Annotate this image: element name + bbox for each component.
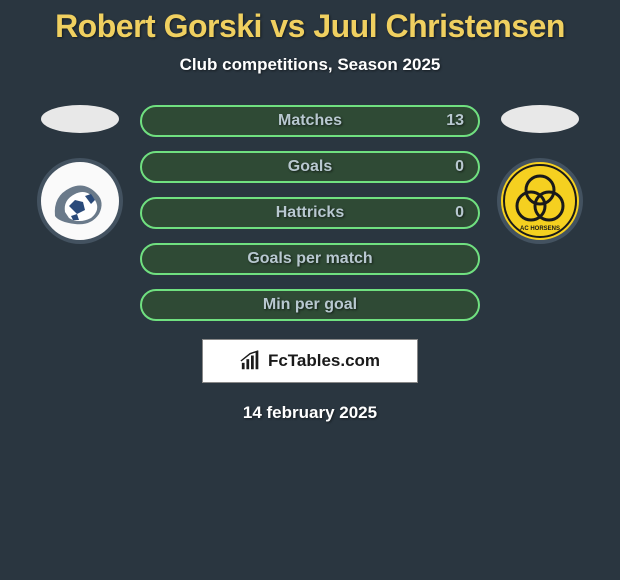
- player-right-name-bubble: [501, 105, 579, 133]
- svg-text:AC HORSENS: AC HORSENS: [520, 226, 560, 232]
- stat-label: Hattricks: [276, 204, 344, 222]
- player-right-col: AC HORSENS: [490, 105, 590, 244]
- brand-text: FcTables.com: [268, 351, 380, 371]
- stat-row-hattricks: Hattricks 0: [140, 197, 480, 229]
- player-left-name-bubble: [41, 105, 119, 133]
- stat-label: Min per goal: [263, 296, 357, 314]
- ac-horsens-icon: AC HORSENS: [501, 162, 579, 240]
- stat-label: Goals: [288, 158, 332, 176]
- stat-value: 13: [446, 112, 464, 130]
- comparison-card: Robert Gorski vs Juul Christensen Club c…: [0, 0, 620, 423]
- stat-value: 0: [455, 158, 464, 176]
- stat-label: Goals per match: [247, 250, 372, 268]
- player-right-club-badge: AC HORSENS: [497, 158, 583, 244]
- subtitle: Club competitions, Season 2025: [0, 55, 620, 75]
- player-left-club-badge: [37, 158, 123, 244]
- chart-icon: [240, 350, 262, 372]
- player-left-col: [30, 105, 130, 244]
- stat-label: Matches: [278, 112, 342, 130]
- stat-row-goals: Goals 0: [140, 151, 480, 183]
- stat-row-goals-per-match: Goals per match: [140, 243, 480, 275]
- brand-attribution[interactable]: FcTables.com: [202, 339, 418, 383]
- soccer-ball-icon: [45, 166, 115, 236]
- date-label: 14 february 2025: [0, 403, 620, 423]
- stat-row-min-per-goal: Min per goal: [140, 289, 480, 321]
- stats-column: Matches 13 Goals 0 Hattricks 0 Goals per…: [140, 105, 480, 321]
- stat-row-matches: Matches 13: [140, 105, 480, 137]
- main-row: Matches 13 Goals 0 Hattricks 0 Goals per…: [0, 105, 620, 321]
- page-title: Robert Gorski vs Juul Christensen: [0, 8, 620, 45]
- stat-value: 0: [455, 204, 464, 222]
